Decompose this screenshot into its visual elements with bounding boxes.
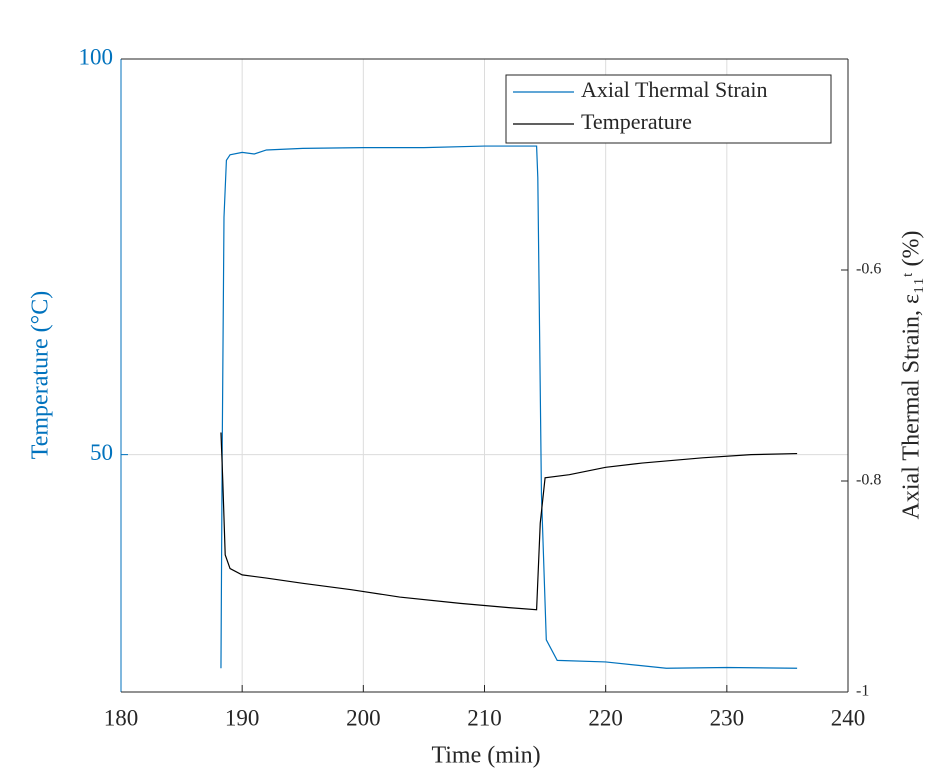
y-tick-label: 50 bbox=[90, 440, 113, 465]
legend: Axial Thermal Strain Temperature bbox=[505, 74, 832, 144]
data-line bbox=[220, 432, 798, 611]
x-axis-label: Time (min) bbox=[431, 743, 540, 769]
y-axis-label: Temperature (°C) bbox=[28, 291, 54, 460]
y2-tick-label: -0.6 bbox=[856, 261, 881, 278]
x-tick-label: 230 bbox=[710, 705, 745, 730]
x-tick-label: 180 bbox=[104, 705, 139, 730]
x-tick-label: 240 bbox=[831, 705, 866, 730]
legend-label: Temperature bbox=[581, 109, 692, 134]
x-tick-label: 220 bbox=[588, 705, 623, 730]
x-tick-label: 200 bbox=[346, 705, 381, 730]
y-tick-label: 100 bbox=[79, 44, 114, 69]
y2-tick-label: -0.8 bbox=[856, 472, 881, 489]
y2-tick-label: -1 bbox=[856, 683, 869, 700]
legend-box bbox=[505, 74, 832, 144]
data-line bbox=[220, 145, 798, 669]
x-tick-label: 210 bbox=[467, 705, 502, 730]
x-tick-label: 190 bbox=[225, 705, 260, 730]
legend-label: Axial Thermal Strain bbox=[581, 77, 768, 102]
y2-axis-label: Axial Thermal Strain, ε₁₁ᵗ (%) bbox=[899, 231, 925, 520]
